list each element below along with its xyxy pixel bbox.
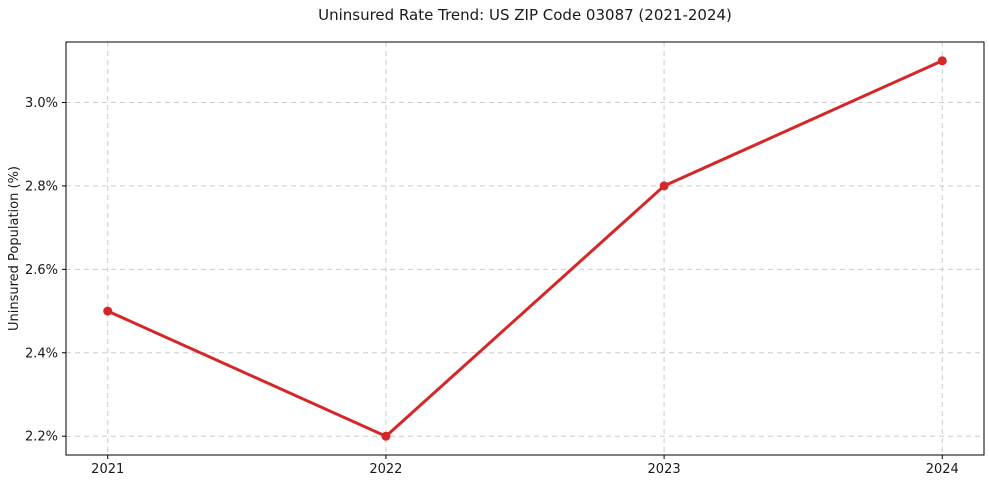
y-tick-label: 2.8% [25, 179, 58, 194]
x-tick-label: 2023 [648, 462, 681, 477]
y-tick-label: 3.0% [25, 96, 58, 111]
y-tick-label: 2.4% [25, 346, 58, 361]
data-point [937, 56, 947, 66]
data-point [659, 181, 669, 191]
x-tick-label: 2024 [926, 462, 959, 477]
x-tick-label: 2022 [369, 462, 402, 477]
data-point [103, 306, 113, 316]
axes [62, 41, 985, 459]
plot-border [65, 41, 985, 456]
chart-title: Uninsured Rate Trend: US ZIP Code 03087 … [318, 6, 732, 24]
gridlines [66, 42, 984, 455]
data-point [381, 431, 391, 441]
tick-labels: 2021 2022 2023 2024 2.2% 2.4% 2.6% 2.8% 3.0% [25, 96, 959, 477]
y-tick-label: 2.6% [25, 263, 58, 278]
y-tick-label: 2.2% [25, 430, 58, 445]
trend-line [106, 59, 944, 438]
trend-series [103, 56, 947, 441]
x-tick-label: 2021 [91, 462, 124, 477]
